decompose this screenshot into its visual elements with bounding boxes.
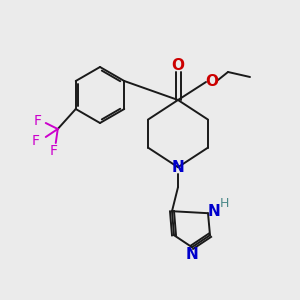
Text: H: H bbox=[219, 197, 229, 210]
Text: N: N bbox=[186, 247, 198, 262]
Text: F: F bbox=[32, 134, 40, 148]
Text: N: N bbox=[172, 160, 184, 175]
Text: O: O bbox=[206, 74, 218, 88]
Text: F: F bbox=[50, 144, 58, 158]
Text: F: F bbox=[34, 114, 42, 128]
Text: N: N bbox=[208, 204, 220, 219]
Text: O: O bbox=[172, 58, 184, 73]
